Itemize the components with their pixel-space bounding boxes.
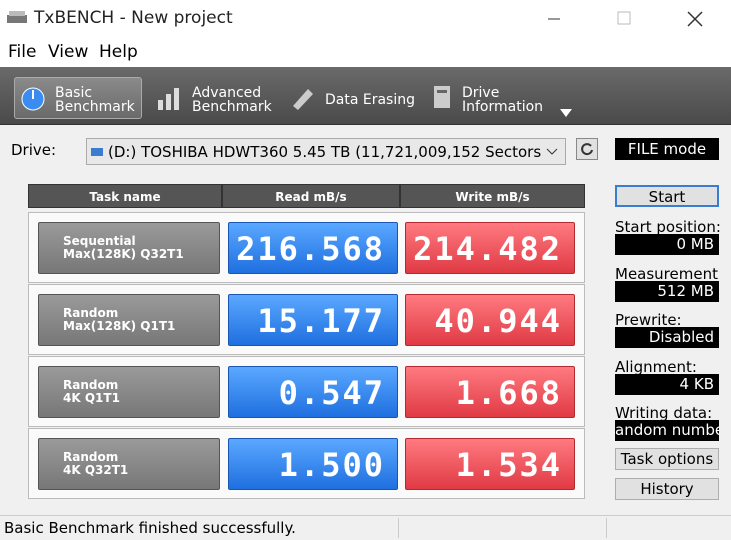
history-button[interactable]: History: [615, 478, 719, 500]
column-header: Read mB/s: [222, 184, 400, 208]
status-divider: [398, 518, 399, 538]
field-label: Measurement: [615, 264, 718, 283]
toolbar-label: Information: [462, 99, 544, 115]
toolbar-label: Benchmark: [192, 99, 272, 115]
write-result: 1.668: [405, 366, 575, 418]
status-divider: [606, 518, 607, 538]
field-value: 512 MB: [615, 280, 719, 302]
write-result: 214.482: [405, 222, 575, 274]
task-name: Max(128K) Q1T1: [63, 319, 176, 333]
toolbar-label: Benchmark: [55, 99, 135, 115]
window-title: TxBENCH - New project: [34, 8, 233, 28]
icon: [158, 88, 179, 110]
status-bar: Basic Benchmark finished successfully.: [0, 515, 731, 540]
task-name: 4K Q1T1: [63, 391, 120, 405]
field-value: Disabled: [615, 327, 719, 348]
task-options-button[interactable]: Task options: [615, 448, 719, 470]
task-button[interactable]: Random 4K Q32T1: [38, 438, 220, 490]
column-header: Write mB/s: [400, 184, 585, 208]
field-value: andom numbe: [615, 420, 719, 441]
toolbar-label: Basic: [55, 85, 93, 101]
drive-icon: [91, 148, 103, 156]
write-result: 1.534: [405, 438, 575, 490]
mode-indicator: FILE mode: [615, 138, 719, 160]
read-result: 15.177: [228, 294, 398, 346]
icon: [21, 87, 45, 111]
field-label: Prewrite:: [615, 311, 682, 329]
window-controls[interactable]: [540, 8, 720, 30]
write-result: 40.944: [405, 294, 575, 346]
toolbar-button[interactable]: Advanced Benchmark: [192, 86, 272, 128]
app-icon: [7, 11, 27, 23]
field-label: Writing data:: [615, 404, 713, 422]
menu-bar: [0, 37, 731, 67]
toolbar-button[interactable]: Drive Information: [462, 86, 543, 128]
result-row: Random Max(128K) Q1T1 15.177 40.944: [28, 284, 585, 355]
field-label: Start position:: [615, 218, 721, 236]
task-name: Random: [63, 378, 119, 392]
column-header: Task name: [28, 184, 222, 208]
task-name: Sequential: [63, 234, 136, 248]
read-result: 0.547: [228, 366, 398, 418]
task-name: 4K Q32T1: [63, 463, 129, 477]
start-button[interactable]: Start: [615, 185, 719, 207]
icon: [434, 86, 450, 108]
task-button[interactable]: Sequential Max(128K) Q32T1: [38, 222, 220, 274]
toolbar-label: Data Erasing: [325, 92, 416, 108]
title-bar: TxBENCH - New project: [0, 0, 731, 37]
status-text: Basic Benchmark finished successfully.: [4, 519, 296, 537]
field-label: Alignment:: [615, 357, 697, 376]
menu-item[interactable]: Help: [99, 42, 138, 62]
toolbar-label: Advanced: [192, 85, 262, 101]
task-name: Random: [63, 450, 119, 464]
field-value: 0 MB: [615, 234, 719, 255]
toolbar-button[interactable]: Basic Benchmark: [55, 86, 135, 128]
icon: [293, 89, 313, 110]
toolbar-label: Drive: [462, 85, 500, 101]
toolbar-button[interactable]: Data Erasing: [325, 93, 415, 135]
toolbar: Basic Benchmark Advanced Benchmark Data Eras…: [0, 67, 731, 125]
drive-label: Drive:: [11, 141, 57, 159]
read-result: 1.500: [228, 438, 398, 490]
dropdown-arrow: [546, 148, 558, 155]
result-row: Random 4K Q32T1 1.500 1.534: [28, 428, 585, 499]
drive-value: (D:) TOSHIBA HDWT360 5.45 TB (11,721,009…: [108, 143, 542, 161]
result-row: Sequential Max(128K) Q32T1 216.568 214.482: [28, 212, 585, 283]
field-value: 4 KB: [615, 373, 719, 395]
task-button[interactable]: Random Max(128K) Q1T1: [38, 294, 220, 346]
result-row: Random 4K Q1T1 0.547 1.668: [28, 356, 585, 427]
drive-select[interactable]: (D:) TOSHIBA HDWT360 5.45 TB (11,721,009…: [86, 138, 566, 165]
toolbar-more[interactable]: [558, 107, 574, 119]
refresh-button[interactable]: [576, 138, 598, 160]
menu-item[interactable]: View: [48, 42, 89, 62]
task-name: Random: [63, 306, 119, 320]
menu-item[interactable]: File: [8, 42, 37, 62]
task-button[interactable]: Random 4K Q1T1: [38, 366, 220, 418]
read-result: 216.568: [228, 222, 398, 274]
task-name: Max(128K) Q32T1: [63, 247, 184, 261]
